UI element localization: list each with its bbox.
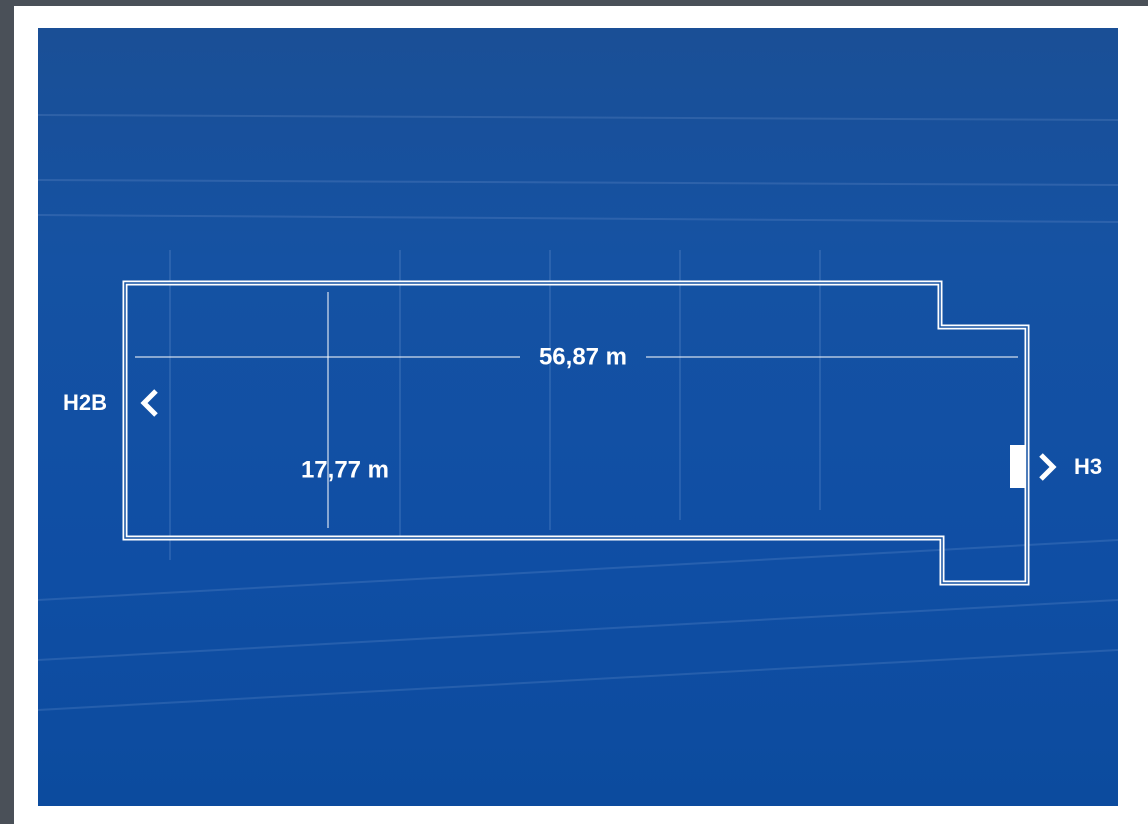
photo-texture bbox=[37, 114, 1119, 711]
exit-arrow-right[interactable] bbox=[1039, 453, 1057, 481]
blue-overlay bbox=[38, 28, 1118, 806]
exit-label[interactable]: H2B bbox=[63, 390, 107, 415]
exit-label[interactable]: H3 bbox=[1074, 454, 1102, 479]
exit-arrow-left[interactable] bbox=[140, 389, 158, 417]
width-label: 56,87 m bbox=[539, 343, 627, 370]
door bbox=[1010, 445, 1026, 488]
plan-outline-inner bbox=[124, 282, 1028, 584]
depth-label: 17,77 m bbox=[301, 456, 389, 483]
